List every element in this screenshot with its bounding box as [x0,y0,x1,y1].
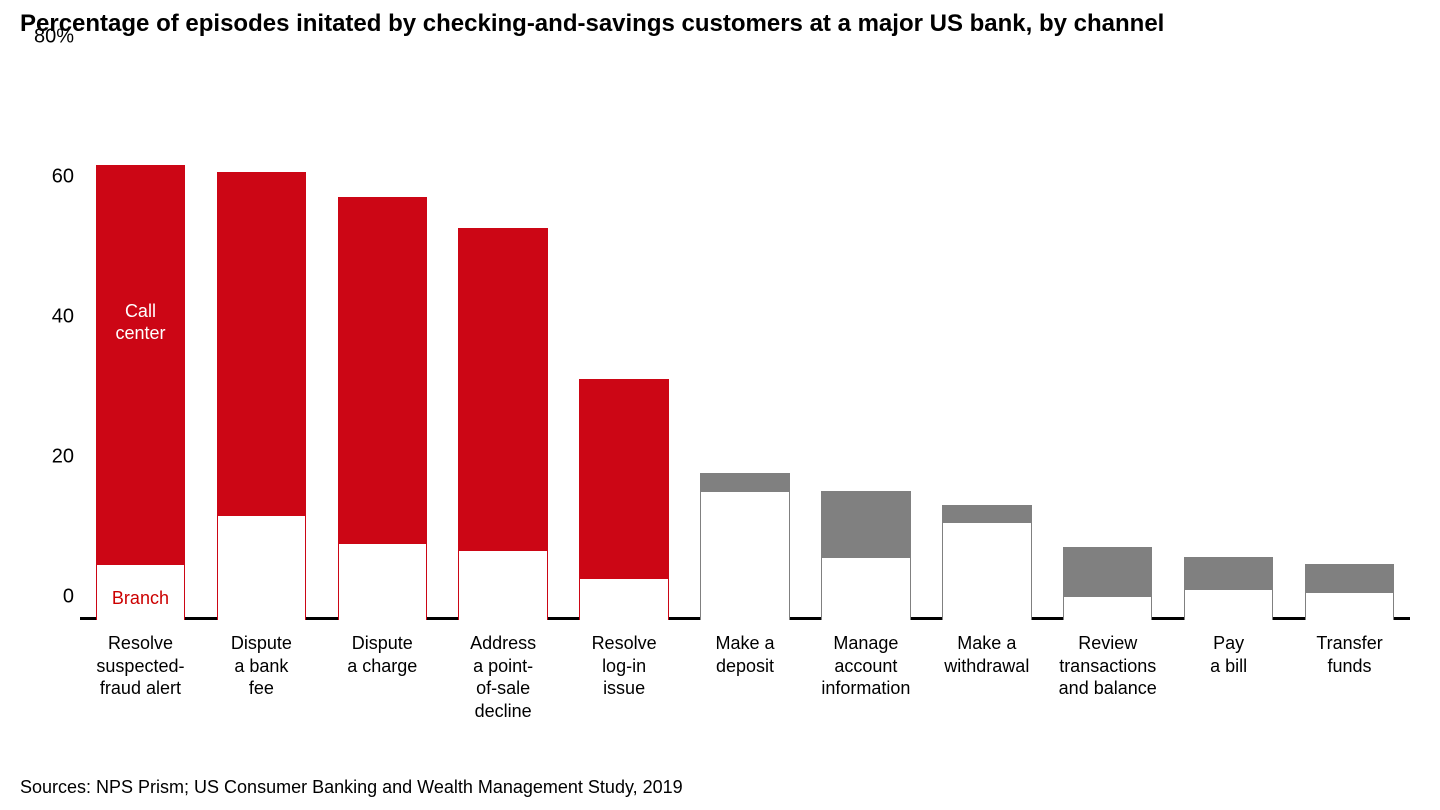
bar-segment-branch [458,550,547,620]
x-tick-label: Reviewtransactionsand balance [1047,632,1168,700]
x-tick-label: Addressa point-of-saledecline [443,632,564,722]
y-tick-label: 80% [30,26,74,49]
x-tick-label: Paya bill [1168,632,1289,677]
bar-segment-branch [1184,589,1273,621]
x-tick-label: Disputea charge [322,632,443,677]
x-tick-label: Make awithdrawal [926,632,1047,677]
x-tick-label: Transferfunds [1289,632,1410,677]
bar-segment-top [579,379,668,579]
x-tick-label: Manageaccountinformation [805,632,926,700]
y-tick-label: 60 [30,166,74,189]
bar-segment-top [942,505,1031,523]
x-tick-label: Disputea bankfee [201,632,322,700]
bar-segment-branch [700,491,789,621]
bar-segment-top [338,197,427,544]
x-tick-label: Resolvesuspected-fraud alert [80,632,201,700]
chart-area: 020406080%CallcenterBranch Resolvesuspec… [20,60,1420,750]
series-label-branch: Branch [112,588,169,610]
bar-segment-top [1184,557,1273,589]
y-tick-label: 20 [30,446,74,469]
bar-segment-branch [217,515,306,620]
bar-segment-top [1063,547,1152,596]
bar-segment-branch [821,557,910,620]
y-tick-label: 40 [30,306,74,329]
bar-segment-branch [579,578,668,620]
chart-title: Percentage of episodes initated by check… [20,10,1164,38]
bar-segment-top [1305,564,1394,592]
series-label-call-center: Callcenter [115,301,165,344]
x-tick-label: Resolvelog-inissue [564,632,685,700]
bar-segment-top [458,228,547,550]
bar-segment-top [700,473,789,491]
bar-segment-branch [1063,596,1152,621]
bar-segment-top [821,491,910,558]
plot-area: 020406080%CallcenterBranch [80,60,1410,620]
source-line: Sources: NPS Prism; US Consumer Banking … [20,777,683,798]
bar-segment-top [96,165,185,564]
bar-segment-top [217,172,306,515]
bar-segment-branch [942,522,1031,620]
y-tick-label: 0 [30,586,74,609]
x-tick-label: Make adeposit [685,632,806,677]
bar-segment-branch [1305,592,1394,620]
bar-segment-branch [338,543,427,620]
